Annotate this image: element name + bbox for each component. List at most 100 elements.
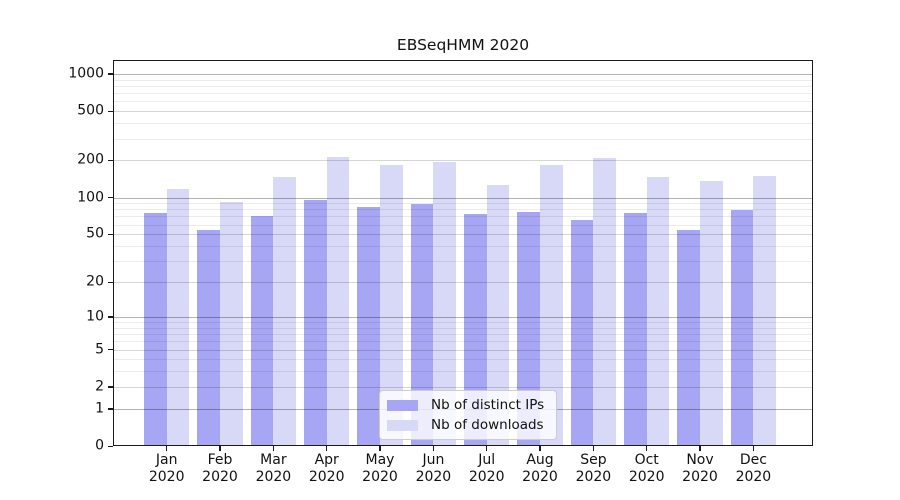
gridline-5 bbox=[113, 349, 813, 351]
bar-downloads-jun bbox=[433, 162, 456, 446]
x-tick-oct bbox=[646, 446, 648, 451]
bar-ips-mar bbox=[250, 216, 274, 446]
y-tick-200 bbox=[108, 159, 113, 162]
legend-swatch-downloads bbox=[387, 419, 418, 431]
gridline-300 bbox=[113, 138, 813, 140]
gridline-3 bbox=[113, 371, 813, 373]
legend-label: Nb of distinct IPs bbox=[431, 397, 545, 413]
x-tick-label-jul: Jul 2020 bbox=[468, 452, 505, 485]
y-tick-label-0: 0 bbox=[95, 437, 104, 454]
x-tick-apr bbox=[326, 446, 328, 451]
gridline-30 bbox=[113, 261, 813, 263]
y-tick-label-50: 50 bbox=[86, 225, 104, 242]
plot-area: 0 1 2 5 10 20 50 100 200 500 1000 Jan 2020 Feb 2020 Mar… bbox=[68, 60, 813, 485]
gridline-9 bbox=[113, 322, 813, 323]
bar-ips-oct bbox=[624, 212, 647, 446]
y-tick-label-1000: 1000 bbox=[68, 65, 104, 82]
bars-layer bbox=[113, 60, 813, 446]
x-tick-nov bbox=[699, 446, 701, 451]
gridline-8 bbox=[113, 327, 813, 329]
legend-item: Nb of distinct IPs bbox=[387, 397, 544, 413]
gridline-50 bbox=[113, 234, 813, 236]
bar-downloads-nov bbox=[700, 181, 723, 446]
gridline-700 bbox=[113, 93, 813, 95]
gridline-600 bbox=[113, 101, 813, 103]
bar-downloads-aug bbox=[540, 164, 563, 446]
bar-downloads-jan bbox=[166, 189, 190, 446]
y-tick-2 bbox=[108, 386, 113, 388]
gridline-70 bbox=[113, 216, 813, 218]
gridline-4 bbox=[113, 359, 813, 361]
bar-downloads-may bbox=[380, 165, 403, 446]
x-tick-label-jan: Jan 2020 bbox=[148, 452, 185, 485]
x-tick-aug bbox=[539, 446, 541, 451]
gridline-40 bbox=[113, 246, 813, 247]
x-tick-feb bbox=[219, 446, 221, 451]
x-tick-label-sep: Sep 2020 bbox=[575, 452, 612, 485]
bar-downloads-mar bbox=[273, 176, 296, 446]
gridline-2 bbox=[113, 386, 813, 388]
legend: Nb of distinct IPs Nb of downloads bbox=[379, 390, 558, 440]
y-tick-100 bbox=[108, 197, 113, 199]
gridline-1000 bbox=[113, 73, 813, 75]
bar-ips-jan bbox=[144, 212, 167, 446]
axis-layer: 0 1 2 5 10 20 50 100 200 500 1000 Jan 2020 Feb 2020 Mar… bbox=[68, 60, 813, 485]
x-tick-label-aug: Aug 2020 bbox=[522, 452, 558, 485]
legend-item: Nb of downloads bbox=[387, 417, 544, 433]
bar-downloads-sep bbox=[593, 157, 616, 446]
bar-downloads-apr bbox=[326, 157, 350, 446]
gridline-100 bbox=[113, 197, 813, 199]
gridline-200 bbox=[113, 160, 813, 162]
bar-ips-jul bbox=[464, 213, 487, 446]
y-tick-label-100: 100 bbox=[77, 189, 104, 206]
x-tick-label-dec: Dec 2020 bbox=[735, 452, 772, 485]
y-tick-5 bbox=[108, 349, 113, 351]
gridline-900 bbox=[113, 79, 813, 81]
gridline-10 bbox=[113, 316, 813, 318]
bar-downloads-dec bbox=[753, 176, 776, 446]
x-tick-label-jun: Jun 2020 bbox=[415, 452, 452, 485]
y-tick-label-2: 2 bbox=[95, 378, 104, 395]
y-tick-label-1: 1 bbox=[95, 400, 104, 417]
y-tick-1 bbox=[108, 408, 113, 410]
bar-downloads-jul bbox=[486, 184, 510, 446]
bar-downloads-feb bbox=[220, 201, 243, 446]
bar-ips-feb bbox=[197, 230, 220, 446]
grid-layer bbox=[113, 60, 813, 446]
y-tick-label-5: 5 bbox=[95, 341, 104, 358]
x-tick-dec bbox=[752, 446, 755, 451]
legend-label: Nb of downloads bbox=[431, 417, 544, 433]
x-tick-label-mar: Mar 2020 bbox=[255, 452, 292, 485]
gridline-6 bbox=[113, 341, 813, 343]
x-tick-jun bbox=[432, 446, 435, 451]
gridline-500 bbox=[113, 111, 813, 113]
gridline-800 bbox=[113, 85, 813, 87]
legend-swatch-ips bbox=[387, 399, 418, 411]
gridline-400 bbox=[113, 123, 813, 125]
gridline-20 bbox=[113, 282, 813, 283]
x-tick-label-may: May 2020 bbox=[362, 452, 398, 485]
gridline-7 bbox=[113, 334, 813, 335]
x-tick-label-nov: Nov 2020 bbox=[682, 452, 718, 485]
x-tick-may bbox=[379, 446, 381, 451]
x-tick-jan bbox=[166, 446, 168, 451]
y-tick-20 bbox=[108, 281, 113, 283]
x-tick-mar bbox=[272, 446, 275, 451]
x-tick-label-feb: Feb 2020 bbox=[202, 452, 238, 485]
y-tick-label-200: 200 bbox=[77, 152, 104, 169]
y-tick-500 bbox=[108, 110, 113, 113]
y-tick-10 bbox=[108, 316, 113, 318]
x-tick-jul bbox=[486, 446, 488, 451]
x-tick-label-oct: Oct 2020 bbox=[628, 452, 665, 485]
chart-title: EBSeqHMM 2020 bbox=[396, 36, 530, 54]
y-tick-label-20: 20 bbox=[86, 273, 104, 290]
bar-ips-nov bbox=[677, 230, 700, 446]
bar-ips-may bbox=[357, 207, 380, 446]
x-tick-sep bbox=[592, 446, 595, 451]
gridline-90 bbox=[113, 203, 813, 205]
bar-ips-sep bbox=[570, 219, 594, 446]
gridline-60 bbox=[113, 224, 813, 226]
bar-ips-aug bbox=[517, 212, 540, 446]
y-tick-label-10: 10 bbox=[86, 308, 104, 325]
